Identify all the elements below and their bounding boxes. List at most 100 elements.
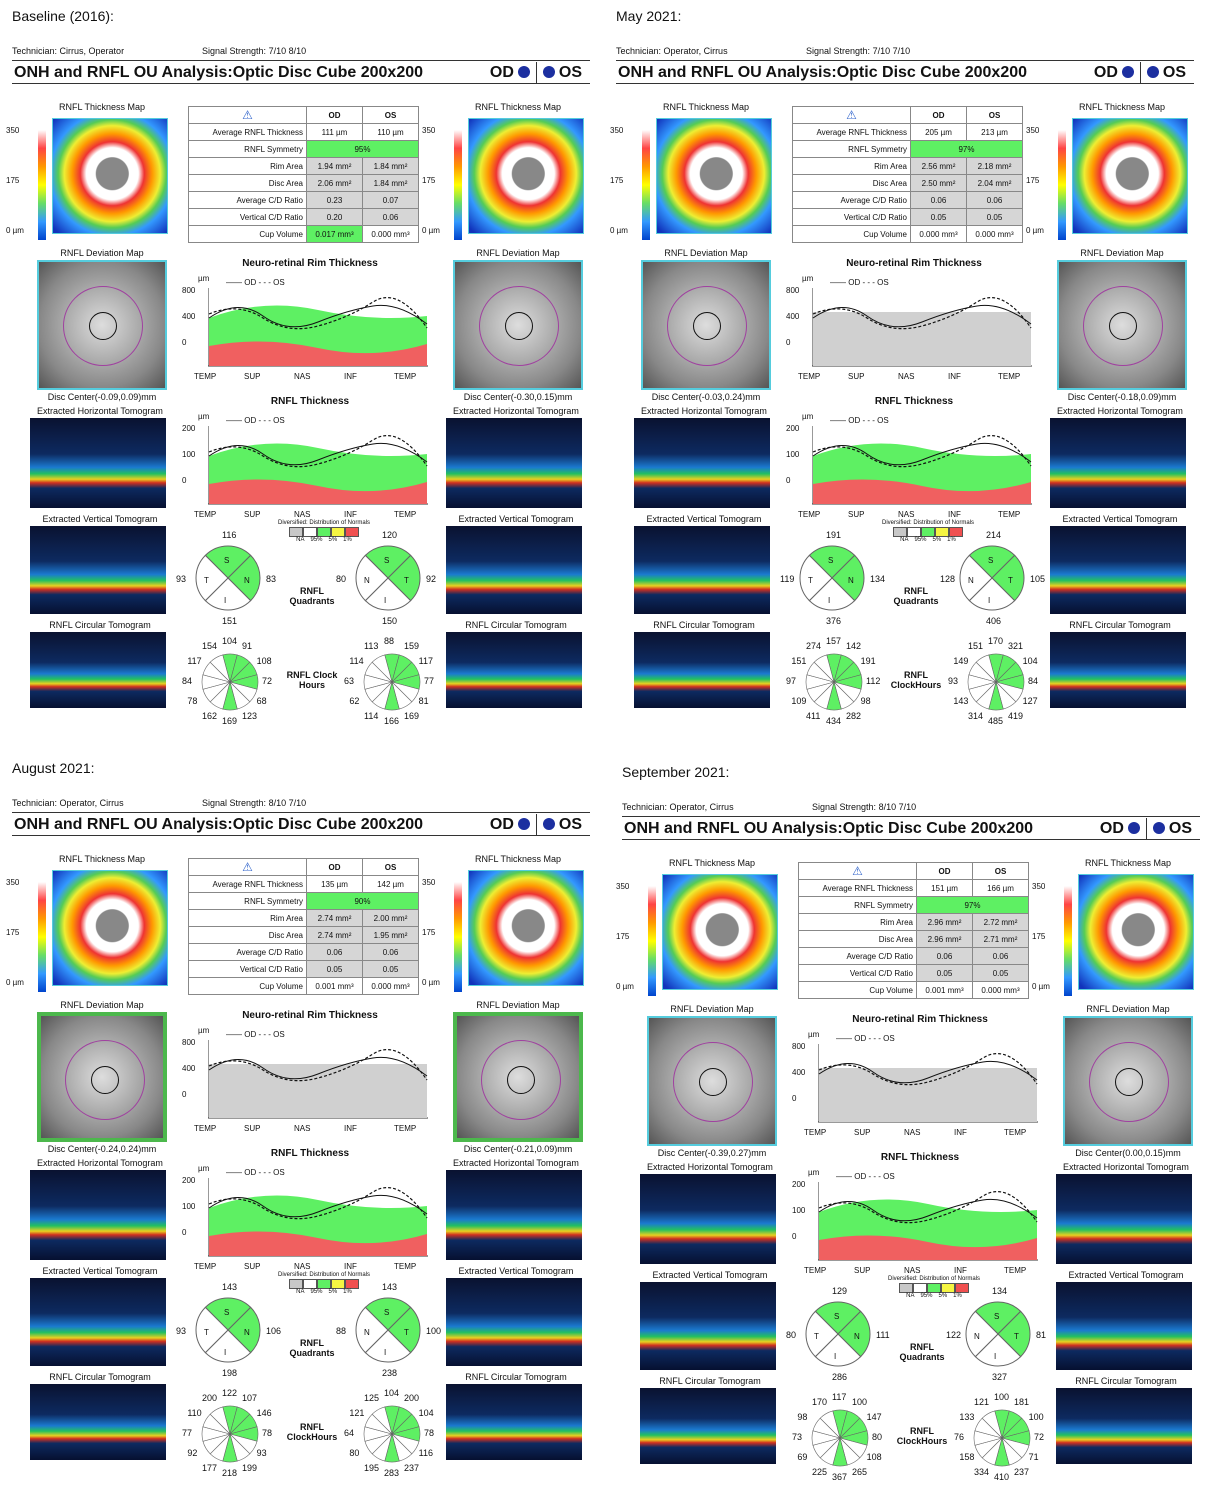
quadrant-value: 143 bbox=[222, 1282, 238, 1292]
warning-icon: ⚠ bbox=[846, 108, 857, 122]
clock-hours-chart-od bbox=[200, 1404, 260, 1464]
tech-label: Technician: bbox=[12, 46, 58, 56]
legend-os-line-icon: - - - bbox=[258, 278, 271, 287]
legend-os: OS bbox=[883, 1034, 895, 1043]
row-label: Vertical C/D Ratio bbox=[188, 208, 307, 226]
od-value: 2.96 mm² bbox=[916, 930, 973, 948]
signal-label: Signal Strength: bbox=[202, 798, 267, 808]
circular-tomogram-od bbox=[634, 632, 770, 708]
color-scale-od bbox=[38, 882, 46, 992]
table-row: Average C/D Ratio 0.06 0.06 bbox=[798, 947, 1029, 965]
report: Technician: Operator, Cirrus Signal Stren… bbox=[616, 802, 1200, 1482]
clock-value: 170 bbox=[812, 1397, 828, 1408]
od-value: 2.50 mm² bbox=[910, 174, 967, 192]
x-tick: TEMP bbox=[194, 1124, 217, 1133]
os-value: 2.72 mm² bbox=[972, 913, 1029, 931]
od-value: 0.001 mm³ bbox=[916, 981, 973, 999]
clock-value: 485 bbox=[988, 716, 1004, 726]
color-scale-os bbox=[1058, 130, 1066, 240]
x-tick: SUP bbox=[854, 1128, 871, 1137]
deviation-map-caption-os: RNFL Deviation Map bbox=[476, 248, 560, 258]
rim-normal-band bbox=[813, 312, 1031, 366]
x-tick: INF bbox=[948, 510, 961, 519]
quadrant-letter: N bbox=[848, 576, 854, 585]
clock-value: 166 bbox=[384, 716, 400, 726]
y-tick: 100 bbox=[182, 1202, 196, 1211]
y-tick: 100 bbox=[182, 450, 196, 459]
quadrant-value: 105 bbox=[1030, 574, 1046, 584]
quadrant-sector bbox=[808, 577, 856, 611]
clock-value: 121 bbox=[349, 1408, 365, 1418]
quadrant-value: 128 bbox=[940, 574, 956, 584]
table-row: Vertical C/D Ratio 0.05 0.05 bbox=[798, 964, 1029, 982]
scale-label: 175 bbox=[6, 928, 20, 937]
quadrant-value: 134 bbox=[992, 1286, 1008, 1296]
clock-value: 181 bbox=[1014, 1397, 1030, 1408]
quadrant-sector bbox=[799, 554, 833, 602]
quadrant-sector bbox=[227, 1306, 261, 1354]
table-row: Rim Area 2.96 mm² 2.72 mm² bbox=[798, 913, 1029, 931]
x-tick: TEMP bbox=[194, 1262, 217, 1271]
table-row: Disc Area 2.74 mm² 1.95 mm² bbox=[188, 926, 419, 944]
scale-label: 175 bbox=[616, 932, 630, 941]
disc-outline-icon bbox=[693, 312, 721, 340]
quadrants-label: RNFL Quadrants bbox=[289, 586, 335, 606]
os-label: OS bbox=[558, 64, 582, 81]
distribution-swatch bbox=[949, 527, 963, 537]
thickness-map-caption-os: RNFL Thickness Map bbox=[1078, 102, 1166, 112]
quadrant-sector bbox=[965, 1310, 999, 1358]
table-header-row: ⚠ OD OS bbox=[798, 862, 1029, 880]
y-tick: 400 bbox=[182, 312, 196, 321]
quadrant-value: 406 bbox=[986, 616, 1002, 626]
clock-value: 93 bbox=[948, 676, 959, 686]
clock-value: 237 bbox=[1014, 1466, 1030, 1477]
symmetry-value: 97% bbox=[916, 896, 1029, 914]
legend-os-line-icon: - - - bbox=[868, 1034, 881, 1043]
clock-value: 100 bbox=[852, 1397, 868, 1408]
unit-label: µm bbox=[802, 274, 814, 283]
x-tick: NAS bbox=[904, 1266, 921, 1275]
scale-label: 350 bbox=[422, 126, 436, 135]
quadrant-letter: N bbox=[244, 576, 250, 585]
distribution-swatches bbox=[274, 1279, 374, 1289]
vertical-tomogram-caption-od: Extracted Vertical Tomogram bbox=[42, 514, 158, 524]
clock-value: 100 bbox=[1028, 1412, 1044, 1422]
horizontal-tomogram-od bbox=[634, 418, 770, 508]
os-series-line bbox=[812, 297, 1032, 330]
x-tick: NAS bbox=[898, 372, 915, 381]
quadrant-sector bbox=[387, 554, 421, 602]
quadrant-sector bbox=[837, 1310, 871, 1358]
distribution-legend: Diversified: Distribution of Normals NA 95… bbox=[878, 520, 978, 543]
clock-value: 107 bbox=[242, 1393, 258, 1404]
distribution-title: Diversified: Distribution of Normals bbox=[881, 520, 975, 526]
legend-os-line-icon: - - - bbox=[258, 1030, 271, 1039]
divider bbox=[535, 61, 537, 84]
vertical-tomogram-os bbox=[446, 526, 582, 614]
deviation-map-caption-od: RNFL Deviation Map bbox=[60, 1000, 144, 1010]
quadrant-letter: S bbox=[828, 556, 834, 565]
scale-label: 350 bbox=[422, 878, 436, 887]
x-tick: SUP bbox=[848, 372, 865, 381]
clock-value: 274 bbox=[806, 641, 822, 652]
circular-tomogram-os bbox=[1050, 632, 1186, 708]
clock-value: 157 bbox=[826, 636, 842, 646]
clock-value: 84 bbox=[182, 676, 193, 686]
col-os: OS bbox=[972, 862, 1029, 880]
scale-label: 0 µm bbox=[422, 978, 440, 987]
signal-os: 7/10 bbox=[288, 798, 307, 808]
clock-sector bbox=[819, 1410, 841, 1440]
quadrant-value: 92 bbox=[426, 574, 437, 584]
tech-label: Technician: bbox=[616, 46, 662, 56]
horizontal-tomogram-os bbox=[446, 418, 582, 508]
disc-center-os: Disc Center(-0.18,0.09)mm bbox=[1067, 392, 1177, 402]
rim-thickness-chart bbox=[811, 288, 1032, 368]
distribution-label: 5% bbox=[328, 537, 338, 543]
clock-value: 125 bbox=[364, 1393, 380, 1404]
quadrant-value: 198 bbox=[222, 1368, 238, 1378]
x-tick: SUP bbox=[244, 1262, 261, 1271]
clock-value: 73 bbox=[792, 1432, 803, 1442]
quadrant-letter: I bbox=[828, 596, 831, 605]
color-scale-od bbox=[642, 130, 650, 240]
clock-value: 114 bbox=[349, 656, 364, 666]
od-value: 0.05 bbox=[916, 964, 973, 982]
